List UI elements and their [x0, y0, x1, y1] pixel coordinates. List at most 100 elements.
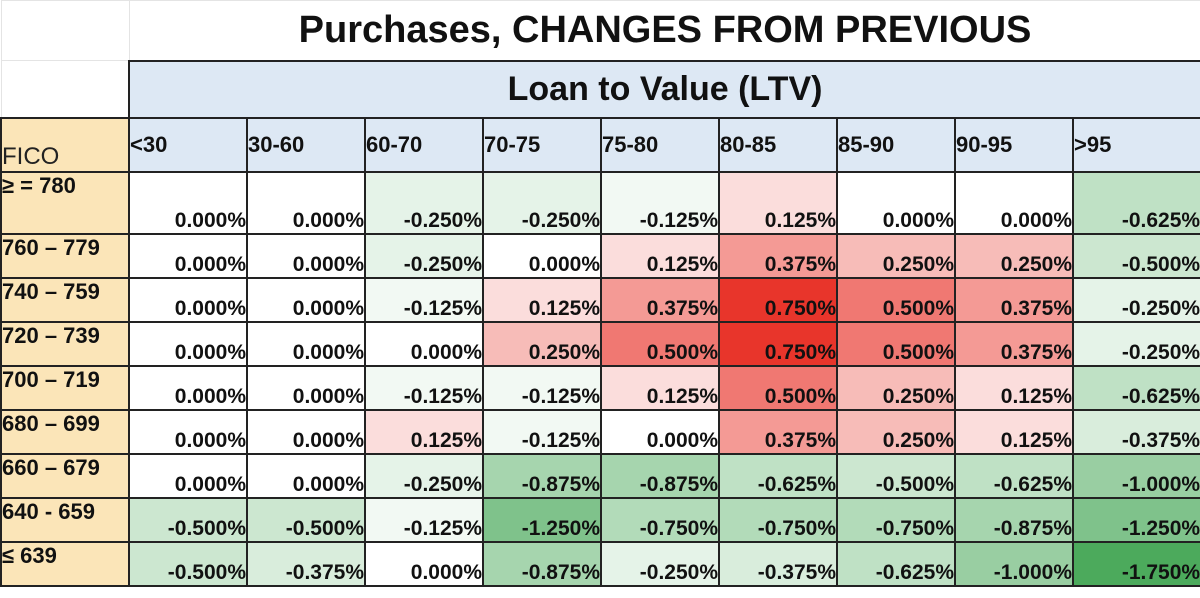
value-cell[interactable]: 0.375% — [718, 408, 838, 455]
value-cell[interactable]: -1.250% — [482, 496, 602, 543]
value-cell[interactable]: 0.750% — [718, 276, 838, 323]
value-cell[interactable]: 0.750% — [718, 320, 838, 367]
value-cell[interactable]: -0.500% — [836, 452, 956, 499]
value-cell[interactable]: 0.000% — [128, 452, 248, 499]
value-cell[interactable]: -0.875% — [600, 452, 720, 499]
value-cell[interactable]: 0.000% — [128, 232, 248, 279]
value-cell[interactable]: 0.125% — [482, 276, 602, 323]
value-cell[interactable]: -0.625% — [1071, 170, 1200, 235]
ltv-column-header: 30-60 — [246, 116, 366, 173]
value-cell[interactable]: 0.000% — [128, 320, 248, 367]
value-cell[interactable]: 0.375% — [954, 276, 1074, 323]
value-cell[interactable]: -0.250% — [1071, 320, 1200, 367]
value-cell[interactable]: -0.250% — [1071, 276, 1200, 323]
ltv-column-header: 85-90 — [836, 116, 956, 173]
value-cell[interactable]: -0.250% — [482, 170, 602, 235]
value-cell[interactable]: 0.250% — [482, 320, 602, 367]
value-cell[interactable]: -0.125% — [600, 170, 720, 235]
value-cell[interactable]: 0.000% — [246, 170, 366, 235]
value-cell[interactable]: -0.250% — [600, 540, 720, 587]
value-cell[interactable]: 0.000% — [128, 364, 248, 411]
value-cell[interactable]: -0.125% — [364, 276, 484, 323]
value-cell[interactable]: -0.375% — [246, 540, 366, 587]
value-cell[interactable]: -0.125% — [482, 408, 602, 455]
blank-corner-cell[interactable] — [0, 60, 130, 118]
table-row: 760 – 779 0.000% 0.000% -0.250% 0.000% 0.125%… — [0, 232, 1200, 279]
value-cell[interactable]: 0.000% — [482, 232, 602, 279]
value-cell[interactable]: 0.125% — [600, 232, 720, 279]
value-cell[interactable]: -0.625% — [1071, 364, 1200, 411]
value-cell[interactable]: -1.250% — [1071, 496, 1200, 543]
ltv-column-header: 75-80 — [600, 116, 720, 173]
value-cell[interactable]: -0.750% — [718, 496, 838, 543]
table-row: 720 – 739 0.000% 0.000% 0.000% 0.250% 0.500% 0… — [0, 320, 1200, 367]
value-cell[interactable]: 0.125% — [954, 408, 1074, 455]
value-cell[interactable]: 0.000% — [246, 408, 366, 455]
value-cell[interactable]: 0.375% — [954, 320, 1074, 367]
value-cell[interactable]: 0.000% — [128, 170, 248, 235]
value-cell[interactable]: -0.625% — [954, 452, 1074, 499]
value-cell[interactable]: -0.250% — [364, 170, 484, 235]
value-cell[interactable]: 0.000% — [128, 408, 248, 455]
value-cell[interactable]: 0.000% — [364, 320, 484, 367]
value-cell[interactable]: 0.500% — [600, 320, 720, 367]
table-title: Purchases, CHANGES FROM PREVIOUS — [128, 0, 1200, 61]
table-row: ≤ 639 -0.500% -0.375% 0.000% -0.875% -0.250% -… — [0, 540, 1200, 587]
value-cell[interactable]: -1.000% — [954, 540, 1074, 587]
fico-row-label: 640 - 659 — [0, 496, 130, 543]
value-cell[interactable]: 0.000% — [364, 540, 484, 587]
value-cell[interactable]: -0.500% — [1071, 232, 1200, 279]
value-cell[interactable]: 0.125% — [364, 408, 484, 455]
value-cell[interactable]: 0.375% — [600, 276, 720, 323]
value-cell[interactable]: 0.000% — [246, 232, 366, 279]
ltv-column-header: <30 — [128, 116, 248, 173]
value-cell[interactable]: -0.500% — [128, 540, 248, 587]
value-cell[interactable]: 0.000% — [246, 276, 366, 323]
value-cell[interactable]: 0.125% — [954, 364, 1074, 411]
value-cell[interactable]: 0.000% — [600, 408, 720, 455]
value-cell[interactable]: 0.500% — [718, 364, 838, 411]
value-cell[interactable]: 0.000% — [954, 170, 1074, 235]
value-cell[interactable]: 0.500% — [836, 276, 956, 323]
value-cell[interactable]: -1.000% — [1071, 452, 1200, 499]
value-cell[interactable]: -0.125% — [364, 496, 484, 543]
value-cell[interactable]: 0.000% — [246, 364, 366, 411]
value-cell[interactable]: -0.875% — [954, 496, 1074, 543]
value-cell[interactable]: 0.250% — [836, 408, 956, 455]
value-cell[interactable]: -0.375% — [718, 540, 838, 587]
value-cell[interactable]: 0.250% — [836, 232, 956, 279]
value-cell[interactable]: -0.125% — [364, 364, 484, 411]
value-cell[interactable]: -0.250% — [364, 452, 484, 499]
value-cell[interactable]: -0.750% — [600, 496, 720, 543]
table-row: 700 – 719 0.000% 0.000% -0.125% -0.125% 0.125… — [0, 364, 1200, 411]
title-row: Purchases, CHANGES FROM PREVIOUS — [0, 0, 1200, 61]
value-cell[interactable]: -0.875% — [482, 452, 602, 499]
value-cell[interactable]: 0.250% — [836, 364, 956, 411]
value-cell[interactable]: -1.750% — [1071, 540, 1200, 587]
value-cell[interactable]: 0.500% — [836, 320, 956, 367]
value-cell[interactable]: -0.375% — [1071, 408, 1200, 455]
value-cell[interactable]: 0.375% — [718, 232, 838, 279]
value-cell[interactable]: 0.000% — [246, 320, 366, 367]
value-cell[interactable]: 0.250% — [954, 232, 1074, 279]
value-cell[interactable]: -0.750% — [836, 496, 956, 543]
fico-row-label: 700 – 719 — [0, 364, 130, 411]
fico-row-label: 720 – 739 — [0, 320, 130, 367]
value-cell[interactable]: 0.000% — [246, 452, 366, 499]
blank-corner-cell[interactable] — [0, 0, 130, 61]
value-cell[interactable]: -0.125% — [482, 364, 602, 411]
value-cell[interactable]: -0.500% — [128, 496, 248, 543]
fico-row-label: ≥ = 780 — [0, 170, 130, 235]
value-cell[interactable]: 0.000% — [836, 170, 956, 235]
value-cell[interactable]: -0.625% — [836, 540, 956, 587]
value-cell[interactable]: -0.625% — [718, 452, 838, 499]
value-cell[interactable]: 0.125% — [600, 364, 720, 411]
subtitle-row: Loan to Value (LTV) — [0, 59, 1200, 119]
value-cell[interactable]: -0.500% — [246, 496, 366, 543]
value-cell[interactable]: -0.875% — [482, 540, 602, 587]
value-cell[interactable]: 0.125% — [718, 170, 838, 235]
table-row: 740 – 759 0.000% 0.000% -0.125% 0.125% 0.375%… — [0, 276, 1200, 323]
value-cell[interactable]: 0.000% — [128, 276, 248, 323]
value-cell[interactable]: -0.250% — [364, 232, 484, 279]
